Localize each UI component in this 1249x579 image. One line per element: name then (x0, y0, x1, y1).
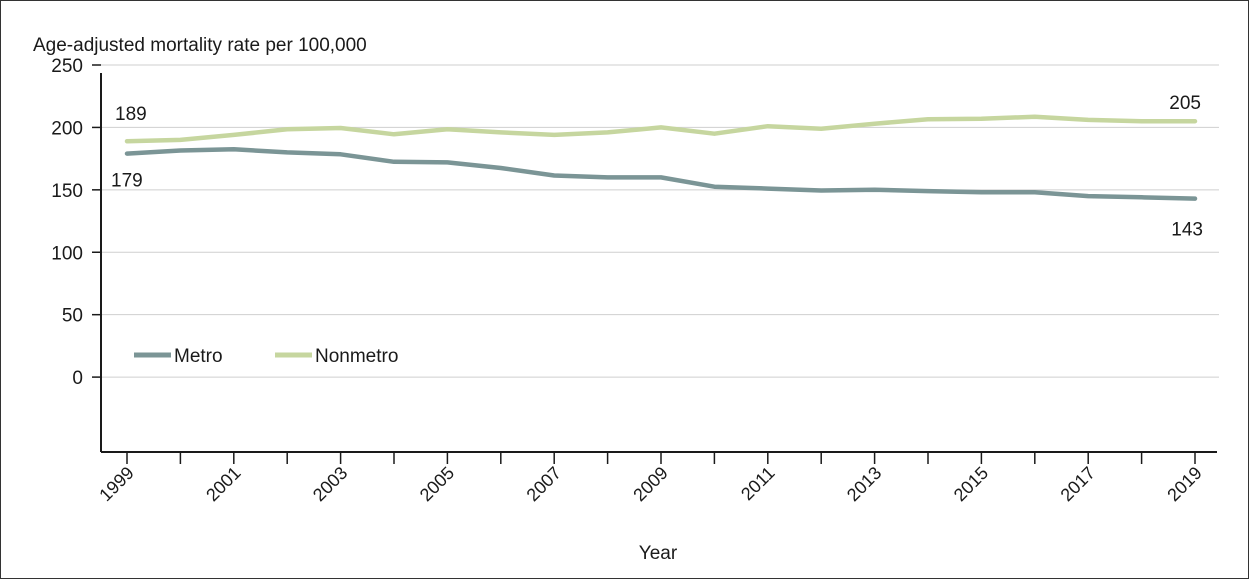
x-tick-labels: 1999 2001 2003 2005 2007 2009 2011 2013 2015 2017… (95, 463, 1205, 505)
legend-label-metro: Metro (174, 346, 223, 367)
x-tick-label-2001: 2001 (202, 463, 244, 505)
x-tick-label-2015: 2015 (950, 463, 992, 505)
y-tick-label-200: 200 (51, 118, 83, 139)
metro-last-label: 143 (1171, 220, 1203, 241)
x-tick-label-2017: 2017 (1057, 463, 1099, 505)
x-tick-label-2007: 2007 (523, 463, 565, 505)
y-tick-label-250: 250 (51, 56, 83, 77)
x-tick-label-2009: 2009 (629, 463, 671, 505)
series-line-metro (124, 147, 1198, 201)
endpoint-labels: 189 205 179 143 (111, 93, 1203, 240)
y-tick-label-150: 150 (51, 181, 83, 202)
x-tick-label-2003: 2003 (309, 463, 351, 505)
x-tick-label-2013: 2013 (843, 463, 885, 505)
x-axis-label: Year (639, 543, 678, 564)
y-tick-label-100: 100 (51, 243, 83, 264)
axes (92, 64, 1217, 464)
nonmetro-last-label: 205 (1169, 93, 1201, 114)
gridlines (101, 64, 1219, 378)
y-tick-label-0: 0 (72, 368, 83, 389)
x-tick-label-2019: 2019 (1163, 463, 1205, 505)
y-tick-labels: 0 50 100 150 200 250 (51, 56, 83, 389)
series-line-nonmetro (124, 114, 1198, 144)
y-axis-label: Age-adjusted mortality rate per 100,000 (33, 35, 367, 56)
legend-label-nonmetro: Nonmetro (315, 346, 398, 367)
metro-first-label: 179 (111, 171, 143, 192)
legend: Metro Nonmetro (134, 346, 398, 367)
x-tick-label-2011: 2011 (737, 463, 779, 505)
x-tick-label-2005: 2005 (416, 463, 458, 505)
series-lines (124, 114, 1198, 201)
y-tick-label-50: 50 (62, 306, 83, 327)
x-tick-label-1999: 1999 (95, 463, 137, 505)
nonmetro-first-label: 189 (115, 104, 147, 125)
